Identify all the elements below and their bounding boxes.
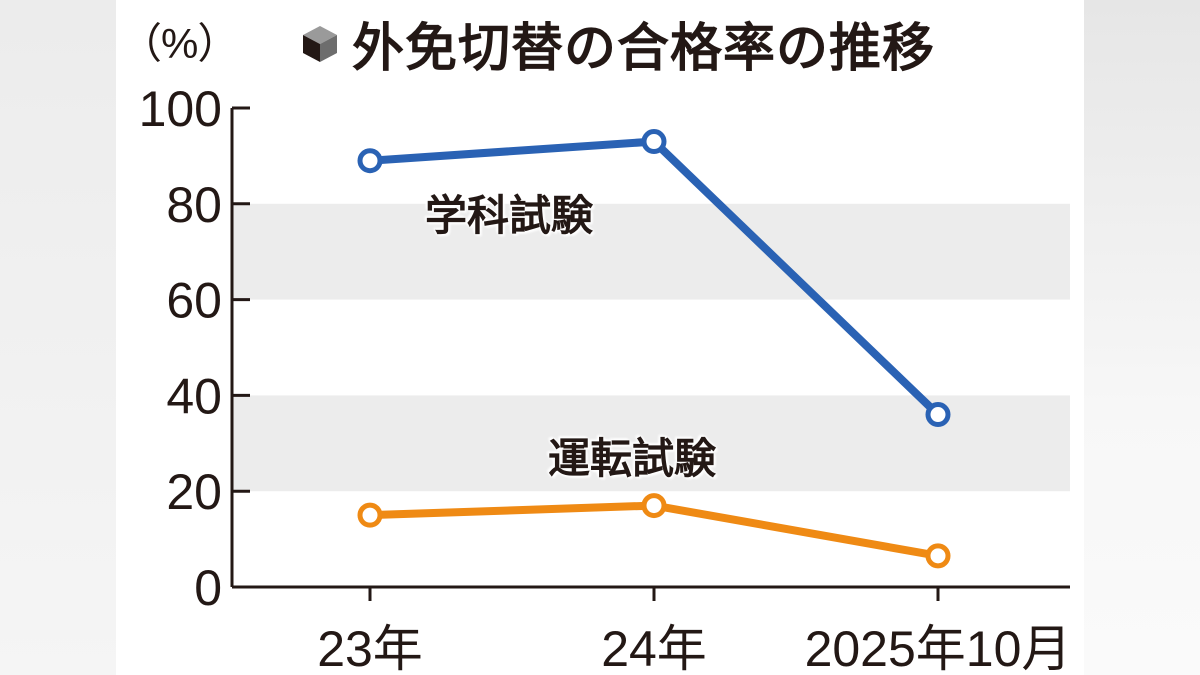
chart-header: 外免切替の合格率の推移 [300,6,935,81]
x-tick-label: 24年 [601,621,707,675]
data-point [357,148,383,174]
y-tick-label: 0 [194,560,222,616]
left-margin [0,0,116,675]
series-label-academic: 学科試験 [425,191,594,240]
data-point [925,402,951,428]
y-tick-label: 20 [166,464,222,520]
chart-title: 外免切替の合格率の推移 [352,19,936,79]
x-tick-label: 2025年10月 [805,621,1072,675]
y-axis-unit: （%） [120,20,239,67]
grid-band [232,203,1070,300]
data-point [641,493,667,519]
x-tick-label: 23年 [317,621,423,675]
data-point [641,129,667,155]
y-tick-label: 100 [139,81,222,137]
y-tick-label: 60 [166,273,222,329]
data-point [925,543,951,569]
y-tick-label: 40 [166,368,222,424]
y-tick-label: 80 [166,177,222,233]
right-margin [1084,0,1200,675]
cube-icon [303,25,337,62]
series-label-driving: 運転試験 [548,434,717,483]
chart-panel [116,0,1084,675]
data-point [357,502,383,528]
